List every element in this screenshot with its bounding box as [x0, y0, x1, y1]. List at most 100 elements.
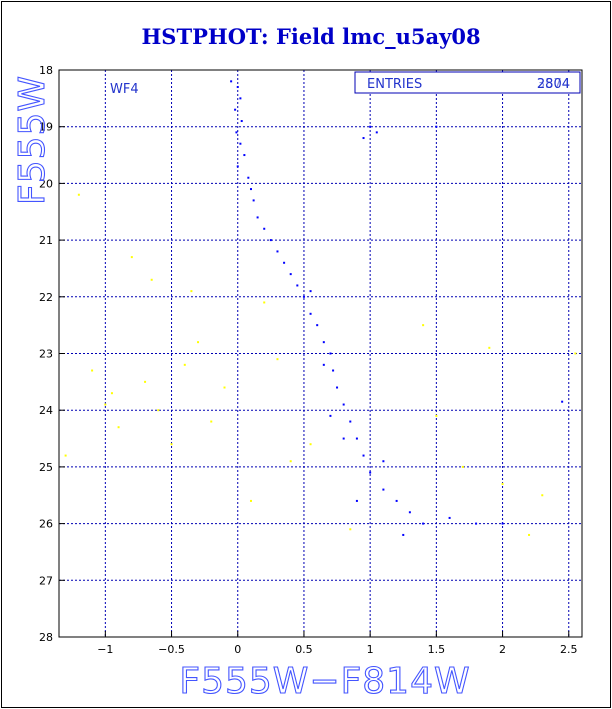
y-tick-label: 22: [39, 291, 53, 304]
data-point: [528, 533, 531, 536]
data-point: [269, 239, 272, 242]
stats-box-overprint: 3574: [537, 77, 570, 92]
data-point: [239, 97, 242, 100]
y-tick-labels: 18 19 20 21 22 23 24 25 26 27 28: [39, 64, 65, 644]
data-point: [236, 165, 239, 168]
y-axis-label: F555W: [12, 75, 53, 205]
data-point: [402, 533, 405, 536]
data-point: [197, 341, 200, 344]
data-point: [475, 522, 478, 525]
data-point: [362, 454, 365, 457]
data-point: [243, 154, 246, 157]
data-point: [289, 460, 292, 463]
data-point: [329, 352, 332, 355]
data-point: [349, 528, 352, 531]
data-point: [263, 227, 266, 230]
data-point: [256, 216, 259, 219]
stats-box-frame: [354, 71, 581, 94]
x-axis-label: F555W−F814W: [179, 661, 470, 702]
data-point: [309, 443, 312, 446]
data-point: [276, 250, 279, 253]
data-point: [488, 346, 491, 349]
x-tick-label: 0: [234, 643, 241, 656]
data-point: [422, 522, 425, 525]
data-point: [332, 369, 335, 372]
x-tick-label: 2.5: [560, 643, 578, 656]
data-point: [263, 301, 266, 304]
data-point: [252, 199, 255, 202]
data-point: [349, 420, 352, 423]
data-point: [183, 363, 186, 366]
data-point: [110, 392, 113, 395]
data-point: [422, 324, 425, 327]
data-point: [309, 290, 312, 293]
data-point: [561, 400, 564, 403]
data-point: [316, 324, 319, 327]
data-point: [283, 261, 286, 264]
data-point: [448, 516, 451, 519]
data-point: [574, 352, 577, 355]
data-point: [234, 108, 237, 111]
data-point: [64, 454, 67, 457]
data-point: [408, 511, 411, 514]
y-tick-label: 28: [39, 631, 53, 644]
y-tick-label: 19: [39, 121, 53, 134]
data-point: [117, 426, 120, 429]
y-tick-label: 20: [39, 177, 53, 190]
data-point: [375, 131, 378, 134]
y-tick-label: 18: [39, 64, 53, 77]
chart-title: HSTPHOT: Field lmc_u5ay08: [141, 24, 480, 49]
data-point: [130, 256, 133, 259]
data-point: [296, 284, 299, 287]
data-point: [541, 494, 544, 497]
data-point: [342, 437, 345, 440]
data-point: [144, 380, 147, 383]
data-point: [150, 278, 153, 281]
data-point: [223, 386, 226, 389]
data-point: [329, 414, 332, 417]
x-tick-label: 0.5: [295, 643, 313, 656]
x-tick-label: 2: [499, 643, 506, 656]
data-point: [501, 522, 504, 525]
data-point: [249, 499, 252, 502]
stats-box-value: 2804: [537, 77, 570, 92]
data-point: [236, 86, 239, 89]
data-point: [157, 409, 160, 412]
x-tick-label: −1: [97, 643, 113, 656]
data-point: [322, 341, 325, 344]
data-point: [336, 386, 339, 389]
data-point: [289, 273, 292, 276]
data-point: [501, 482, 504, 485]
y-tick-label: 21: [39, 234, 53, 247]
data-point: [302, 295, 305, 298]
y-tick-label: 27: [39, 574, 53, 587]
data-point: [230, 80, 233, 83]
data-point: [190, 290, 193, 293]
panel-label: WF4: [110, 82, 139, 97]
x-tick-label: 1: [367, 643, 374, 656]
stats-box-label: ENTRIES: [367, 77, 422, 92]
data-point: [239, 142, 242, 145]
data-point: [247, 176, 250, 179]
data-point: [249, 188, 252, 191]
data-point: [382, 460, 385, 463]
data-points: [64, 80, 577, 536]
y-tick-label: 26: [39, 518, 53, 531]
data-point: [240, 120, 243, 123]
data-point: [342, 403, 345, 406]
data-point: [276, 358, 279, 361]
data-point: [309, 312, 312, 315]
data-point: [235, 131, 238, 134]
data-point: [369, 471, 372, 474]
y-tick-label: 25: [39, 461, 53, 474]
data-point: [435, 125, 438, 128]
data-point: [104, 403, 107, 406]
data-point: [369, 125, 372, 128]
y-tick-label: 23: [39, 348, 53, 361]
x-tick-label: −0.5: [158, 643, 185, 656]
data-point: [322, 363, 325, 366]
data-point: [395, 499, 398, 502]
